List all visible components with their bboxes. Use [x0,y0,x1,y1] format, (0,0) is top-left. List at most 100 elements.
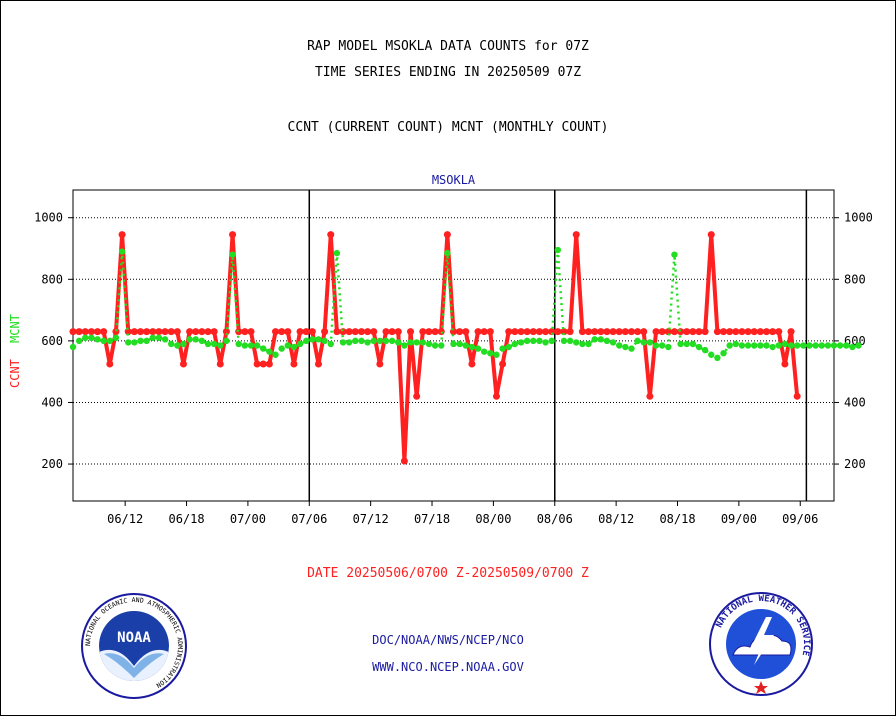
data-point-mcnt [223,337,230,345]
data-point-ccnt [529,328,537,336]
data-point-ccnt [664,328,672,336]
date-range-label: DATE 20250506/0700 Z-20250509/0700 Z [307,566,589,581]
data-point-mcnt [174,342,181,349]
data-point-mcnt [695,343,703,351]
data-point-ccnt [566,328,574,336]
data-point-ccnt [216,360,224,368]
data-point-ccnt [474,328,482,336]
data-point-ccnt [100,328,108,336]
data-point-mcnt [493,351,500,358]
data-point-mcnt [689,340,697,348]
data-point-mcnt [88,334,95,342]
data-point-mcnt [683,340,690,348]
data-point-ccnt [486,328,494,336]
data-point-mcnt [787,342,795,349]
data-point-ccnt [443,231,451,239]
data-point-mcnt [554,246,562,254]
data-point-mcnt [290,343,298,351]
data-point-mcnt [180,340,187,348]
data-point-mcnt [382,337,390,345]
data-point-mcnt [658,342,666,349]
x-tick-label: 09/00 [721,512,757,526]
data-point-ccnt [69,328,77,336]
data-point-mcnt [812,342,819,349]
data-point-ccnt [400,457,408,465]
data-point-mcnt [229,251,236,258]
data-point-mcnt [217,342,224,349]
data-point-ccnt [253,360,261,368]
data-point-mcnt [732,340,740,348]
data-point-mcnt [616,342,623,349]
x-tick-label: 06/12 [107,512,143,526]
data-point-mcnt [800,342,807,349]
data-point-ccnt [394,328,402,336]
data-point-mcnt [517,339,525,346]
data-point-ccnt [775,328,783,336]
data-point-mcnt [106,337,114,345]
data-point-ccnt [259,360,267,368]
data-point-mcnt [438,342,445,349]
data-point-mcnt [444,249,451,257]
data-point-mcnt [419,339,427,346]
data-point-ccnt [597,328,605,336]
data-point-mcnt [358,337,365,345]
data-point-mcnt [757,342,764,349]
data-point-mcnt [69,343,77,351]
data-point-mcnt [720,349,727,357]
data-point-mcnt [634,337,641,345]
chart-title-line-1: RAP MODEL MSOKLA DATA COUNTS for 07Z [307,39,589,54]
data-point-mcnt [714,354,721,362]
x-tick-label: 08/18 [659,512,695,526]
data-point-mcnt [186,336,193,343]
data-point-mcnt [149,334,156,342]
data-point-mcnt [388,337,396,345]
data-point-mcnt [431,342,439,349]
data-point-mcnt [530,337,537,345]
data-point-mcnt [155,334,163,342]
data-point-ccnt [713,328,721,336]
y-axis-label-mcnt: MCNT [8,314,22,343]
data-point-ccnt [149,328,157,336]
data-point-mcnt [523,337,531,345]
data-point-ccnt [523,328,531,336]
y-axis-label-ccnt: CCNT [8,359,22,388]
data-point-ccnt [572,231,580,239]
data-point-ccnt [431,328,439,336]
chart-title-line-2: TIME SERIES ENDING IN 20250509 07Z [314,65,582,80]
data-point-mcnt [425,340,433,348]
y-tick-label-right: 1000 [844,211,873,225]
data-point-mcnt [327,340,334,348]
data-point-ccnt [707,231,715,239]
data-point-ccnt [701,328,709,336]
data-point-mcnt [413,339,420,346]
data-point-ccnt [382,328,390,336]
data-point-ccnt [585,328,593,336]
x-tick-label: 06/18 [168,512,204,526]
data-point-ccnt [677,328,685,336]
data-point-ccnt [542,328,550,336]
website-link[interactable]: WWW.NCO.NCEP.NOAA.GOV [372,660,524,674]
data-point-mcnt [204,340,212,348]
data-point-mcnt [260,345,267,352]
nws-logo-icon: NATIONAL WEATHER SERVICE [709,592,813,696]
data-point-ccnt [265,360,273,368]
data-point-ccnt [290,360,298,368]
data-point-ccnt [130,328,138,336]
data-point-mcnt [401,342,408,349]
y-tick-label-left: 1000 [34,211,63,225]
data-point-mcnt [542,339,549,346]
noaa-logo-icon: NOAA NATIONAL OCEANIC AND ATMOSPHERIC AD… [81,593,187,699]
data-point-ccnt [75,328,83,336]
data-point-mcnt [94,336,101,343]
data-point-ccnt [726,328,734,336]
data-point-mcnt [137,337,144,345]
y-tick-label-left: 800 [41,272,63,286]
y-tick-label-right: 400 [844,395,866,409]
data-point-mcnt [82,334,89,342]
data-point-ccnt [689,328,697,336]
data-point-ccnt [499,360,507,368]
data-point-ccnt [425,328,433,336]
data-point-mcnt [474,345,482,352]
data-point-mcnt [370,337,377,345]
